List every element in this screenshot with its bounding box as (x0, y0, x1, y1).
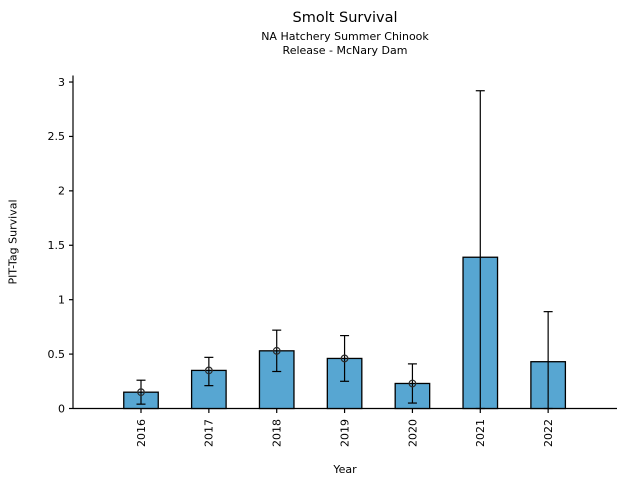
y-tick-label: 1 (58, 293, 65, 306)
point-marker-2016 (137, 388, 145, 397)
y-tick-label: 1.5 (48, 239, 66, 252)
x-axis-label: Year (333, 463, 357, 476)
y-tick-label: 0 (58, 402, 65, 415)
point-marker-2017 (204, 366, 213, 375)
x-tick-label-2022: 2022 (542, 419, 555, 447)
y-tick-label: 0.5 (48, 348, 66, 361)
point-marker-2018 (272, 346, 281, 355)
y-tick-label: 2 (58, 185, 65, 198)
chart-subtitle-line1: NA Hatchery Summer Chinook (261, 30, 429, 43)
x-tick-label-2019: 2019 (338, 419, 351, 447)
x-tick-label-2016: 2016 (135, 419, 148, 447)
x-tick-label-2017: 2017 (203, 419, 216, 447)
x-tick-label-2018: 2018 (271, 419, 284, 447)
point-marker-2020 (408, 379, 417, 388)
chart-subtitle-line2: Release - McNary Dam (282, 44, 408, 57)
y-tick-label: 3 (58, 76, 65, 89)
y-tick-label: 2.5 (48, 130, 66, 143)
chart-title: Smolt Survival (292, 10, 398, 26)
point-marker-2019 (340, 354, 349, 363)
x-tick-label-2020: 2020 (406, 419, 419, 447)
x-tick-label-2021: 2021 (474, 419, 487, 447)
